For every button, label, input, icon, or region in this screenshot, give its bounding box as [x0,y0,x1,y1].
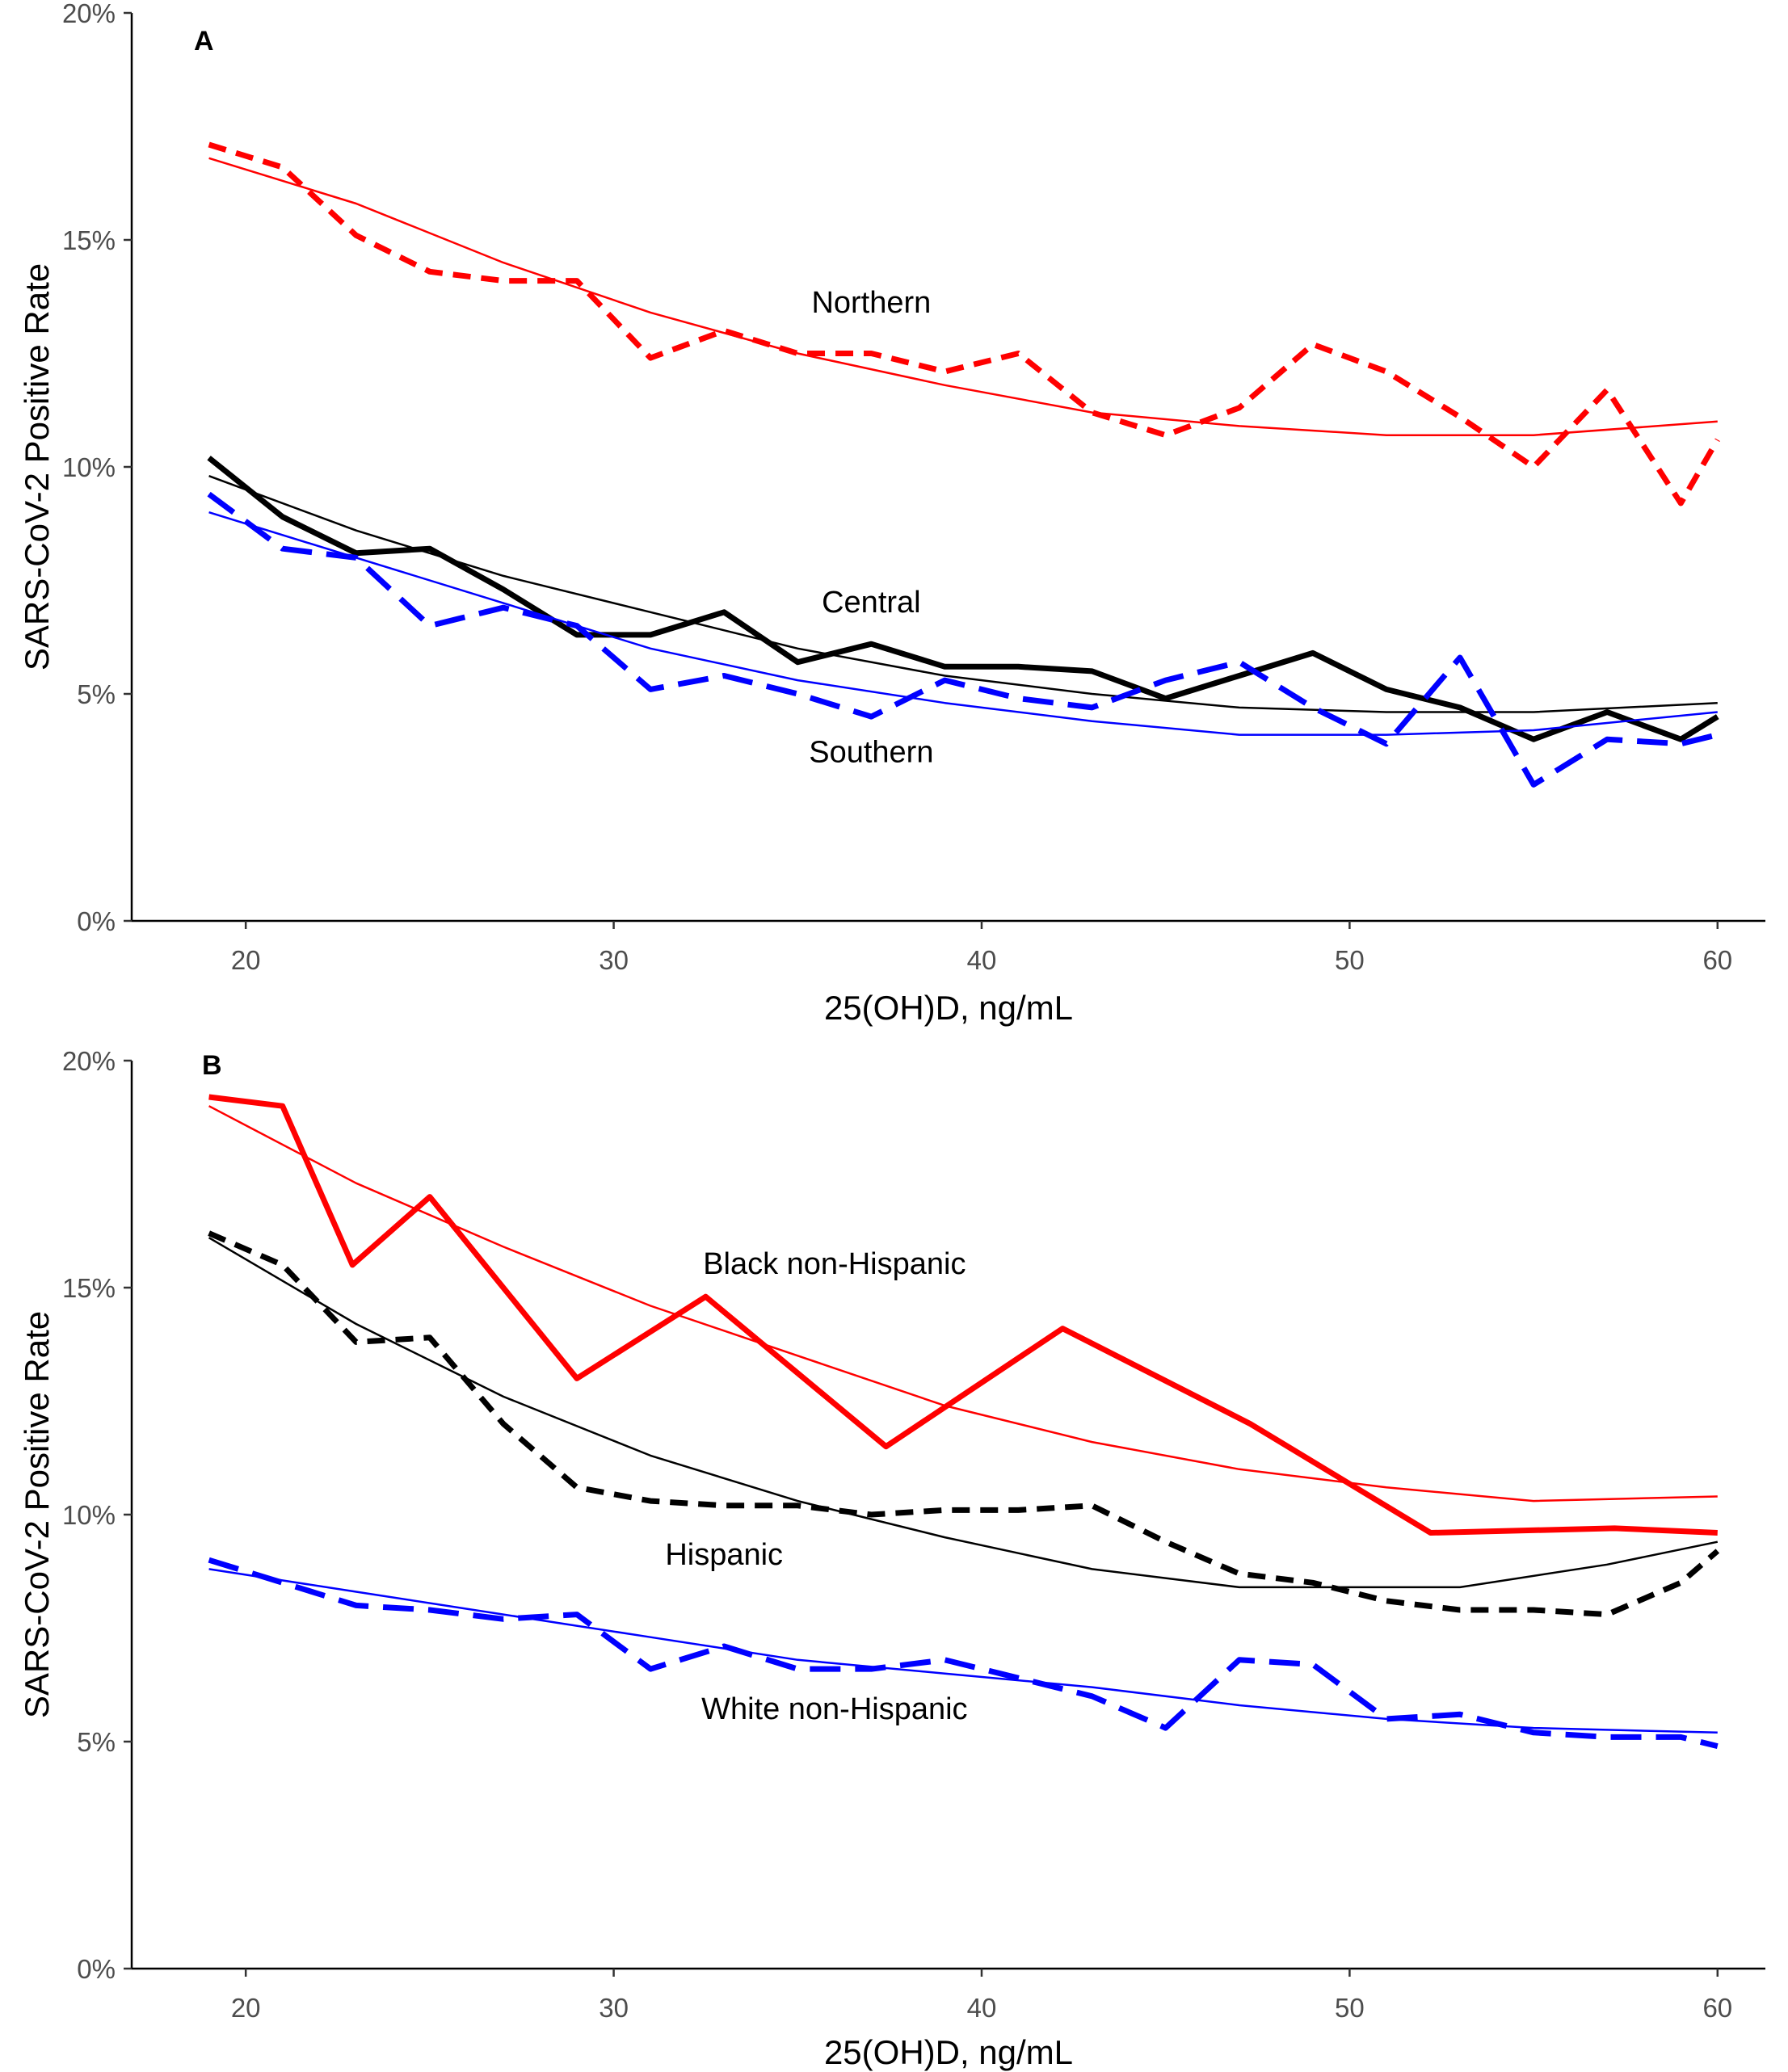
series-annotation: Black non-Hispanic [703,1247,966,1281]
series-line-observed [208,141,1720,506]
y-tick-label: 0% [77,906,116,936]
panel-b: 0% 5% 10% 15% 20% 20 30 40 50 60 25(OH)D, ng/mL SAR… [18,1046,1765,2071]
x-tick-label: 40 [967,1993,997,2023]
x-tick-label: 60 [1702,945,1732,975]
panel-label: B [202,1050,222,1081]
series-annotation: Hispanic [665,1538,783,1572]
x-tick-label: 60 [1702,1993,1732,2023]
x-tick-label: 30 [599,1993,629,2023]
series-annotation: Central [822,586,921,620]
x-tick-label: 30 [599,945,629,975]
series-annotation: Northern [811,286,931,320]
series-line-observed [207,456,1719,742]
y-tick-label: 10% [62,1500,116,1530]
series-line-smoothed [208,1105,1718,1503]
series-annotation: White non-Hispanic [701,1692,967,1726]
series-line-observed [208,1230,1720,1618]
series-line-smoothed [208,157,1718,436]
y-tick-label: 0% [77,1954,116,1984]
x-axis-title: 25(OH)D, ng/mL [824,2033,1073,2071]
y-axis-title: SARS-CoV-2 Positive Rate [18,263,56,670]
x-tick-label: 50 [1335,945,1365,975]
panel-a: 0% 5% 10% 15% 20% 20 30 40 50 60 25(OH)D, ng/mL SAR… [18,0,1765,1027]
y-tick-label: 5% [77,1727,116,1757]
series-line-smoothed [208,1237,1719,1589]
series-line-observed [207,491,1719,788]
x-tick-label: 40 [967,945,997,975]
series-line-observed [208,1094,1718,1536]
y-tick-label: 15% [62,1273,116,1303]
y-tick-label: 5% [77,679,116,709]
x-tick-label: 50 [1335,1993,1365,2023]
panel-label: A [194,26,214,57]
y-tick-label: 10% [62,452,116,482]
y-tick-label: 15% [62,225,116,255]
y-tick-label: 20% [62,1046,116,1076]
x-tick-label: 20 [231,1993,261,2023]
series-line-smoothed [208,475,1718,713]
x-axis-title: 25(OH)D, ng/mL [824,989,1073,1027]
series-line-smoothed [208,511,1718,736]
series-line-observed [208,1557,1719,1749]
series-line-smoothed [208,1568,1718,1734]
y-tick-label: 20% [62,0,116,28]
y-axis-title: SARS-CoV-2 Positive Rate [18,1311,56,1718]
x-tick-label: 20 [231,945,261,975]
series-annotation: Southern [809,735,933,769]
